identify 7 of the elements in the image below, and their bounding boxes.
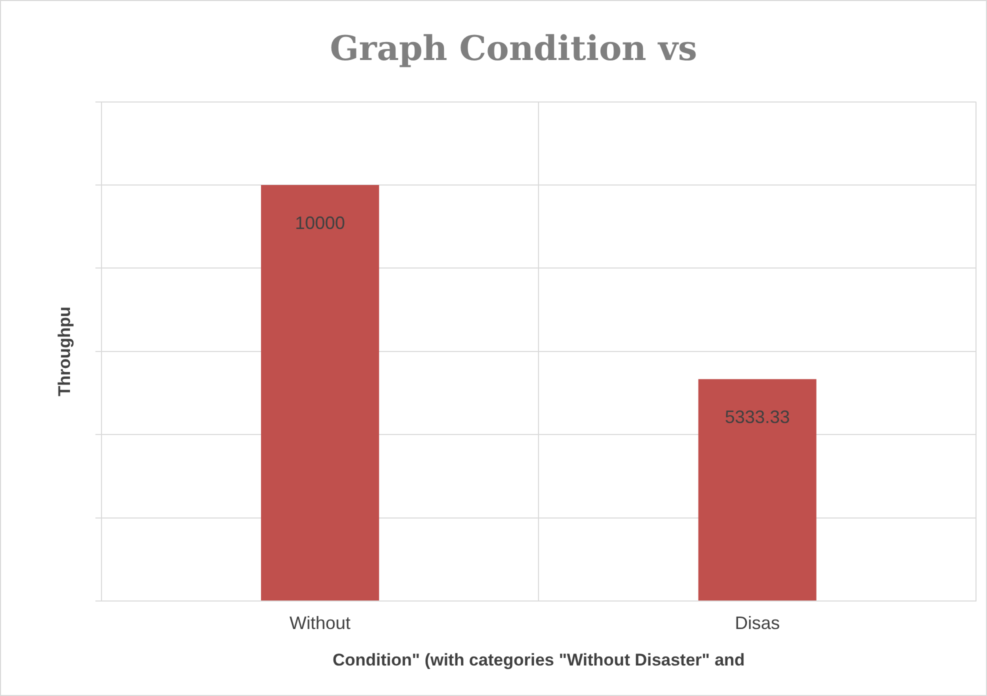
- x-axis-title: Condition" (with categories "Without Disaster" and: [332, 650, 745, 670]
- chart-title: Graph Condition vs: [330, 29, 698, 70]
- x-tick-label: Without: [290, 612, 351, 633]
- y-axis-title: Throughpu: [54, 306, 74, 396]
- x-tick-label: Disas: [734, 612, 780, 633]
- data-label: 10000: [295, 212, 346, 233]
- data-label: 5333.33: [724, 407, 790, 428]
